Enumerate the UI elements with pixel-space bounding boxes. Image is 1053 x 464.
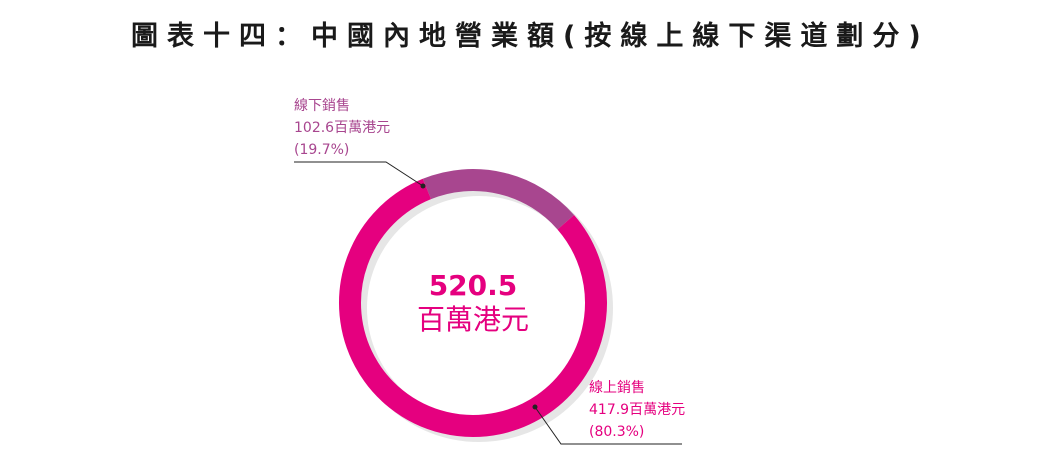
label-offline: 線下銷售 102.6百萬港元 (19.7%) — [294, 98, 426, 189]
leader-line-offline — [294, 161, 424, 187]
leader-line-online — [534, 406, 682, 445]
donut-slice-offline — [422, 169, 575, 230]
donut-slice-online — [339, 178, 607, 437]
center-unit: 百萬港元 — [417, 303, 529, 336]
slice-label-name-online: 線上銷售 — [589, 380, 645, 396]
page-title: 圖表十四：中國內地營業額(按線上線下渠道劃分) — [131, 21, 930, 52]
leader-dot-offline — [420, 183, 426, 189]
slice-label-value-online: 417.9百萬港元 — [589, 402, 685, 418]
label-online: 線上銷售 417.9百萬港元 (80.3%) — [532, 380, 685, 445]
slice-label-value-offline: 102.6百萬港元 — [294, 120, 390, 136]
leader-dot-online — [532, 404, 538, 410]
slice-label-name-offline: 線下銷售 — [294, 98, 350, 114]
slice-label-percent-offline: (19.7%) — [294, 142, 349, 158]
center-value: 520.5 — [429, 269, 518, 302]
slice-label-percent-online: (80.3%) — [589, 424, 644, 440]
